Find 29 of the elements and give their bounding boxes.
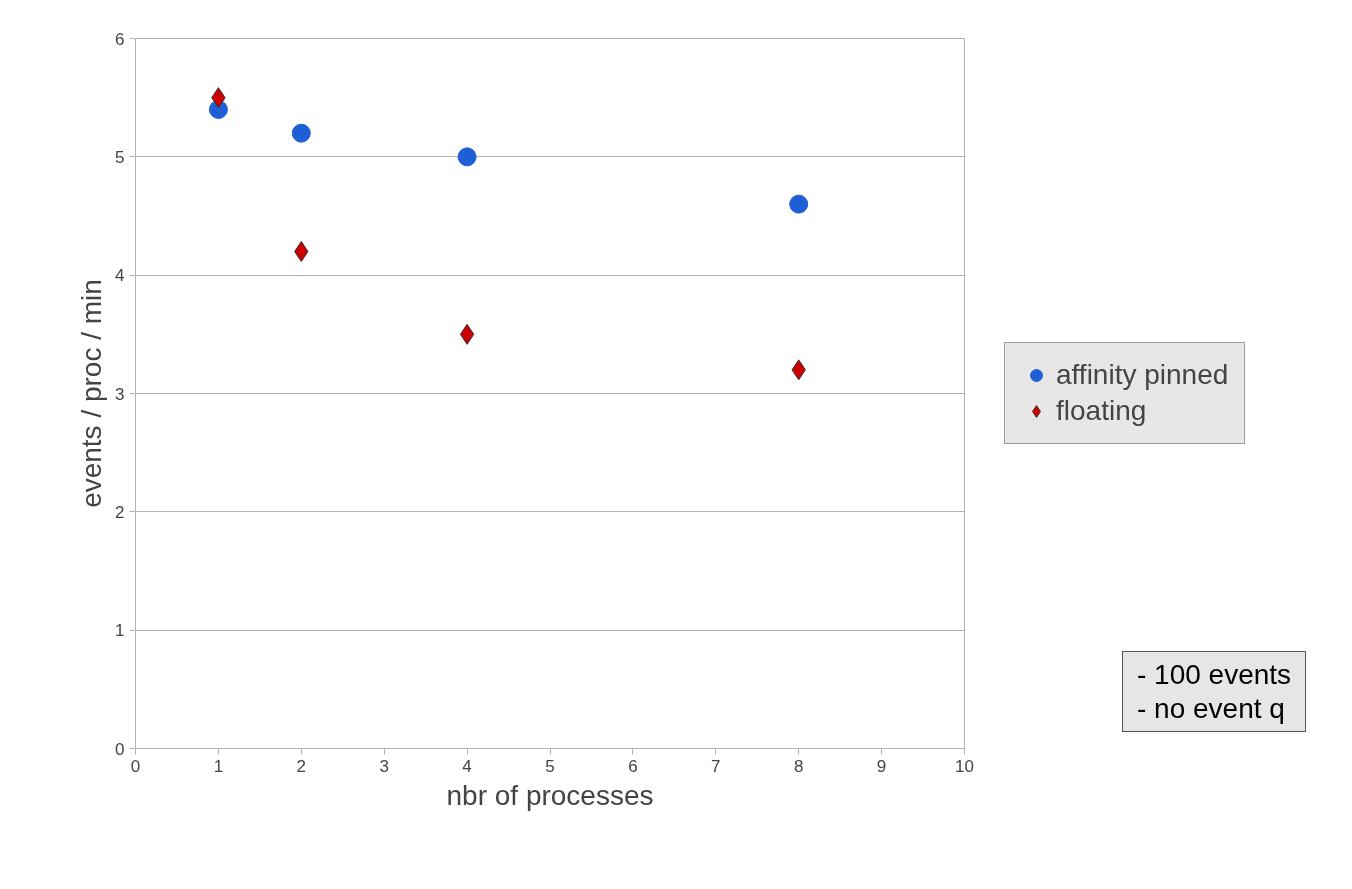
x-tick-label: 3 [379,756,389,776]
point [291,123,311,143]
y-tick-label: 3 [115,384,125,404]
y-tick-label: 2 [115,502,125,522]
x-tick-label: 9 [876,756,887,776]
y-tick-label: 6 [115,29,125,49]
x-tick-label: 5 [545,756,555,776]
y-tick-label: 5 [115,147,125,167]
x-tick-label: 0 [130,756,141,776]
point [789,194,809,214]
point [294,241,309,262]
text: - no event q [1137,692,1285,724]
point [457,147,477,167]
y-axis-title: events / proc / min [76,279,108,508]
x-tick-label: 4 [462,756,472,776]
legend-label: affinity pinned [1056,359,1229,391]
x-tick-label: 7 [711,756,721,776]
x-axis-title: nbr of processes [446,779,654,811]
x-tick-label: 8 [793,756,804,776]
x-tick-label: 6 [628,756,638,776]
x-tick-label: 1 [213,756,224,776]
point [459,323,475,345]
x-tick-label: 2 [296,756,307,776]
y-tick-label: 1 [115,621,125,641]
legend-label: floating [1056,395,1147,427]
y-tick-label: 4 [115,266,125,286]
x-tick-label: 10 [955,756,974,776]
y-tick-label: 0 [115,739,125,759]
text: - 100 events [1137,659,1292,690]
